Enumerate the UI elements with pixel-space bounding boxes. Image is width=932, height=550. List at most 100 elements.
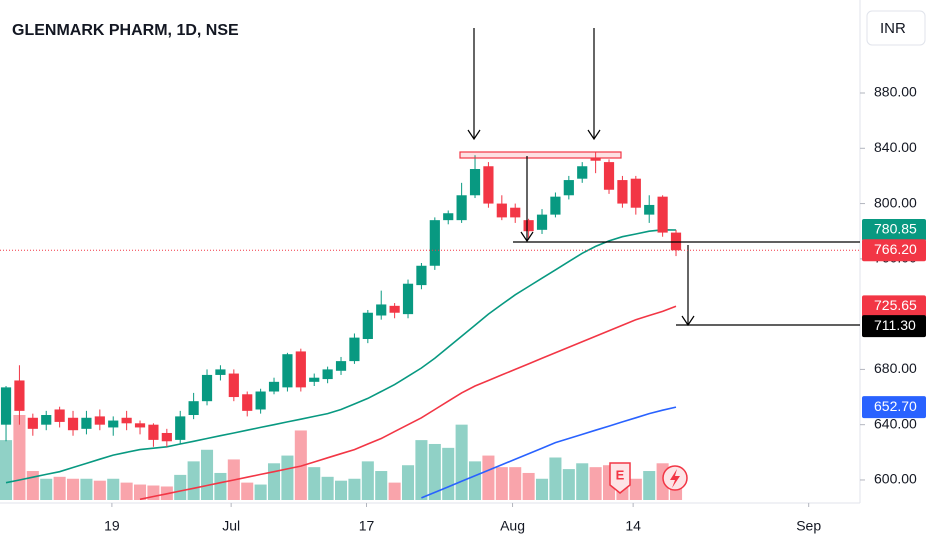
volume-bar: [174, 474, 187, 500]
volume-bar: [120, 482, 133, 500]
currency-button[interactable]: [866, 10, 926, 46]
price-label: 766.20: [874, 241, 917, 257]
candle-body: [362, 312, 373, 339]
volume-bar: [281, 455, 294, 500]
candle-body: [469, 169, 481, 196]
volume-bar: [13, 415, 26, 500]
candle-body: [563, 180, 574, 196]
price-label: 725.65: [874, 297, 917, 313]
candle-body: [41, 415, 52, 425]
candle-body: [590, 157, 601, 161]
y-tick-label: 800.00: [874, 194, 917, 210]
volume-bar: [482, 455, 495, 500]
candle-body: [496, 203, 507, 218]
volume-bar: [0, 440, 13, 500]
arrow-head: [467, 129, 481, 141]
candle-body: [175, 416, 186, 440]
volume-bar: [522, 472, 535, 500]
candle-body: [402, 283, 414, 315]
plot-area: [0, 152, 683, 500]
dividend-icon[interactable]: [662, 465, 688, 491]
volume-bar: [643, 471, 656, 500]
candle-body: [242, 394, 253, 411]
volume-bar: [388, 482, 401, 500]
candle-body: [322, 369, 333, 380]
arrow-head: [587, 129, 601, 141]
volume-bar: [93, 480, 106, 500]
volume-bar: [589, 467, 602, 500]
currency-label: INR: [880, 20, 906, 37]
candle-body: [54, 409, 65, 422]
candle-body: [617, 180, 628, 204]
volume-bar: [187, 461, 200, 500]
candle-body: [309, 377, 320, 382]
resistance-box: [459, 151, 622, 159]
candle-body: [94, 416, 105, 425]
candle-body: [121, 417, 132, 424]
price-label-box: [862, 396, 926, 419]
volume-bar: [442, 447, 455, 500]
price-label: 780.85: [874, 221, 917, 237]
candle-body: [630, 178, 641, 208]
volume-bar: [321, 476, 334, 500]
candle-body: [201, 374, 213, 402]
candle-body: [376, 304, 387, 316]
volume-bar: [308, 467, 321, 500]
candle-body: [161, 432, 172, 442]
candle-body: [389, 305, 400, 313]
volume-bar: [294, 430, 307, 500]
volume-bar: [361, 461, 374, 500]
candle-body: [603, 162, 615, 190]
x-tick-label: 19: [104, 518, 120, 534]
candle-body: [550, 196, 561, 215]
volume-bar: [455, 424, 468, 500]
moving-average: [5, 228, 677, 484]
candle-body: [349, 337, 360, 362]
candle-body: [644, 204, 655, 215]
volume-bar: [80, 478, 93, 500]
volume-bar: [254, 484, 267, 500]
candle-body: [295, 351, 306, 388]
price-label-box: [862, 239, 926, 262]
volume-bar: [200, 449, 214, 500]
volume-bar: [535, 478, 549, 500]
chart-title: GLENMARK PHARM, 1D, NSE: [12, 22, 239, 39]
volume-bar: [66, 478, 80, 500]
price-label-box: [862, 219, 926, 242]
volume-bar: [549, 457, 562, 500]
candle-body: [108, 420, 119, 428]
candle-body: [14, 380, 25, 411]
volume-bar: [26, 471, 39, 500]
candle-body: [134, 423, 146, 428]
candle-body: [335, 361, 347, 371]
volume-bar: [53, 476, 66, 500]
arrow-head: [520, 231, 534, 243]
volume-bar: [348, 478, 361, 500]
moving-average: [139, 305, 677, 500]
candle-body: [228, 373, 239, 398]
candle-body: [429, 220, 440, 266]
candle-body: [27, 417, 38, 429]
volume-bar: [401, 465, 415, 500]
candle-body: [657, 196, 668, 233]
x-tick-label: 17: [359, 518, 375, 534]
volume-bar: [495, 467, 508, 500]
volume-bar: [629, 478, 642, 500]
y-tick-label: 880.00: [874, 84, 917, 100]
earnings-badge: [609, 462, 631, 494]
price-label: 711.30: [874, 317, 916, 333]
candle-body: [456, 195, 467, 221]
price-label-box: [862, 295, 926, 318]
y-tick-label: 840.00: [874, 139, 917, 155]
drawings: [459, 28, 860, 327]
y-tick-label: 600.00: [874, 471, 917, 487]
x-tick-label: 14: [625, 518, 641, 534]
volume-bar: [562, 469, 575, 500]
candle-body: [577, 166, 588, 179]
candle-body: [416, 265, 427, 286]
candle-body: [523, 220, 534, 232]
candle-body: [188, 401, 199, 416]
volume-bar: [468, 461, 482, 500]
earnings-icon[interactable]: E: [609, 462, 631, 494]
